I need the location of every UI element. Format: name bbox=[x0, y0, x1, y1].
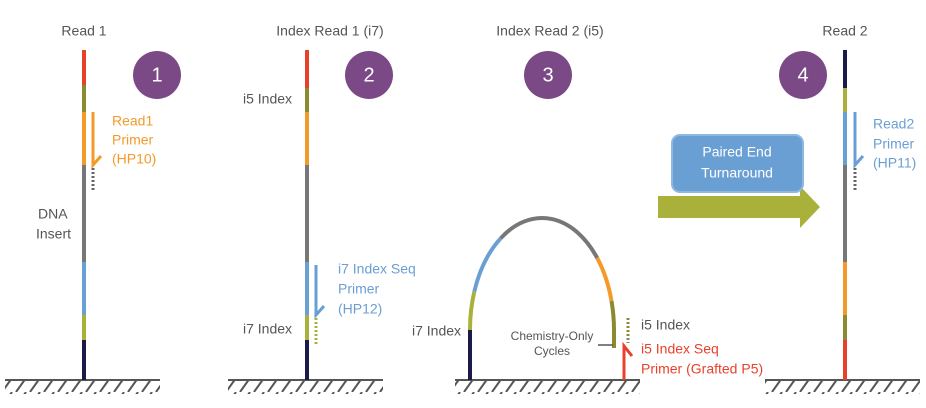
label: Primer bbox=[338, 281, 380, 297]
label: (HP10) bbox=[112, 151, 156, 167]
label: Primer (Grafted P5) bbox=[641, 361, 763, 377]
label: Read2 bbox=[873, 116, 914, 132]
label: Read1 bbox=[112, 113, 153, 129]
panel-title: Read 2 bbox=[822, 23, 867, 39]
step-number: 4 bbox=[797, 64, 808, 86]
panel-title: Index Read 1 (i7) bbox=[276, 23, 383, 39]
label: DNA bbox=[38, 206, 68, 222]
panel-title: Read 1 bbox=[61, 23, 106, 39]
label: Primer bbox=[112, 132, 154, 148]
label: i7 Index bbox=[412, 323, 461, 339]
panel-3: Index Read 2 (i5) 3 i7 Index Chemistry-O… bbox=[412, 23, 763, 380]
label: Cycles bbox=[534, 344, 570, 358]
panel-2: Index Read 1 (i7) 2 i5 Index i7 Index Se… bbox=[243, 23, 416, 380]
turnaround: Paired End Turnaround bbox=[658, 134, 820, 228]
label: i5 Index bbox=[243, 91, 292, 107]
label: (HP12) bbox=[338, 301, 382, 317]
label: i7 Index Seq bbox=[338, 261, 416, 277]
label: i5 Index Seq bbox=[641, 341, 719, 357]
label: i5 Index bbox=[641, 317, 690, 333]
panel-4: Read 2 4 Read2 Primer (HP11) bbox=[779, 23, 916, 380]
label: (HP11) bbox=[873, 155, 916, 171]
label: Primer bbox=[873, 136, 915, 152]
step-number: 2 bbox=[363, 64, 374, 86]
step-number: 1 bbox=[151, 64, 162, 86]
turnaround-label: Turnaround bbox=[701, 165, 773, 181]
turnaround-label: Paired End bbox=[702, 144, 771, 160]
label: Insert bbox=[36, 226, 71, 242]
panel-title: Index Read 2 (i5) bbox=[496, 23, 603, 39]
panel-1: Read 1 1 Read1 Primer (HP10) DNA Insert bbox=[36, 23, 181, 380]
step-number: 3 bbox=[542, 64, 553, 86]
label: Chemistry-Only bbox=[511, 329, 594, 343]
label: i7 Index bbox=[243, 321, 292, 337]
grounds bbox=[5, 379, 920, 394]
